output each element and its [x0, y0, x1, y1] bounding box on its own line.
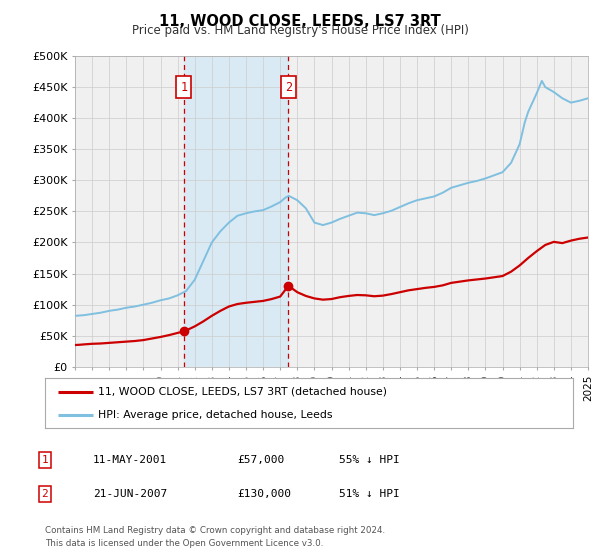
Text: 2: 2 — [41, 489, 49, 499]
Text: 21-JUN-2007: 21-JUN-2007 — [93, 489, 167, 499]
Text: £57,000: £57,000 — [237, 455, 284, 465]
Text: 55% ↓ HPI: 55% ↓ HPI — [339, 455, 400, 465]
Text: £130,000: £130,000 — [237, 489, 291, 499]
Text: 51% ↓ HPI: 51% ↓ HPI — [339, 489, 400, 499]
Text: 11, WOOD CLOSE, LEEDS, LS7 3RT (detached house): 11, WOOD CLOSE, LEEDS, LS7 3RT (detached… — [98, 386, 387, 396]
Bar — [184, 56, 288, 367]
Text: 1: 1 — [180, 81, 187, 94]
Text: 11-MAY-2001: 11-MAY-2001 — [93, 455, 167, 465]
Text: 1: 1 — [41, 455, 49, 465]
Text: HPI: Average price, detached house, Leeds: HPI: Average price, detached house, Leed… — [98, 410, 332, 420]
Text: Contains HM Land Registry data © Crown copyright and database right 2024.
This d: Contains HM Land Registry data © Crown c… — [45, 526, 385, 548]
Text: 11, WOOD CLOSE, LEEDS, LS7 3RT: 11, WOOD CLOSE, LEEDS, LS7 3RT — [159, 14, 441, 29]
Text: Price paid vs. HM Land Registry's House Price Index (HPI): Price paid vs. HM Land Registry's House … — [131, 24, 469, 37]
Text: 2: 2 — [284, 81, 292, 94]
